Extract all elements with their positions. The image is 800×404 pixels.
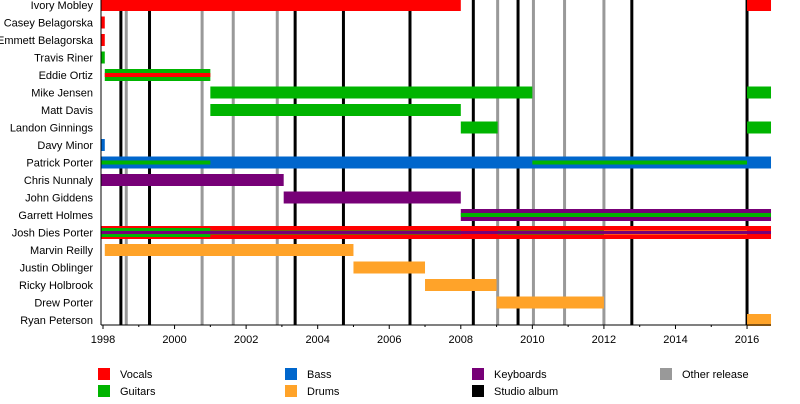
x-tick-label: 2008 [449,334,473,346]
member-label: Davy Minor [37,140,93,152]
member-label: Landon Ginnings [10,123,94,135]
member-label: Travis Riner [34,53,93,65]
bar-vocals [101,0,461,11]
bar-drums [353,261,426,274]
legend-swatch-other-release [660,368,672,380]
member-label: Matt Davis [41,105,93,117]
x-tick-label: 2004 [305,334,329,346]
legend-label: Studio album [494,386,558,398]
legend-swatch-vocals [98,368,110,380]
member-label: Ricky Holbrook [19,280,93,292]
member-label: Drew Porter [34,298,93,310]
bar-vocals [101,34,105,46]
legend-swatch-studio-album [472,385,484,397]
bar-guitars [532,160,748,165]
bar-bass [101,139,105,151]
x-tick-label: 2006 [377,334,401,346]
legend-swatch-keyboards [472,368,484,380]
bar-keyboards [283,191,461,204]
bar-drums [104,244,354,256]
legend-swatch-guitars [98,385,110,397]
legend-swatch-bass [285,368,297,380]
bar-keyboards [101,174,284,186]
x-tick-label: 2010 [520,334,544,346]
member-label: Eddie Ortiz [39,70,93,82]
member-label: Patrick Porter [26,158,93,170]
bar-guitars [460,121,498,134]
bar-guitars [101,160,211,165]
member-label: Garrett Holmes [18,210,93,222]
member-label: Ivory Mobley [31,0,94,12]
legend-label: Guitars [120,386,156,398]
bar-drums [747,314,772,326]
x-tick-label: 2000 [162,334,186,346]
member-label: Ryan Peterson [20,315,93,327]
x-tick-label: 1998 [91,334,115,346]
legend-swatch-drums [285,385,297,397]
bar-drums [496,296,604,309]
bar-vocals [101,16,105,29]
member-label: Marvin Reilly [30,245,93,257]
bar-guitars [460,213,772,217]
bar-guitars [210,86,533,99]
legend-label: Keyboards [494,369,547,381]
x-tick-label: 2012 [592,334,616,346]
member-label: Chris Nunnaly [24,175,94,187]
member-label: Mike Jensen [31,88,93,100]
bar-guitars [210,104,461,116]
member-label: Emmett Belagorska [0,35,94,47]
member-label: Casey Belagorska [4,18,94,30]
member-label: John Giddens [25,193,93,205]
member-label: Josh Dies Porter [12,228,94,240]
x-tick-label: 2002 [234,334,258,346]
bar-vocals [104,73,211,77]
x-tick-label: 2016 [735,334,759,346]
bar-guitars [747,121,772,134]
x-tick-label: 2014 [663,334,687,346]
legend-label: Other release [682,369,749,381]
legend-label: Vocals [120,369,153,381]
legend-label: Drums [307,386,340,398]
bar-vocals [747,0,772,11]
bar-guitars [101,51,105,64]
bar-keyboards [101,231,772,234]
bar-guitars [747,86,772,99]
bar-drums [425,279,497,291]
legend-label: Bass [307,369,332,381]
member-label: Justin Oblinger [20,263,94,275]
bar-bass [101,156,772,169]
